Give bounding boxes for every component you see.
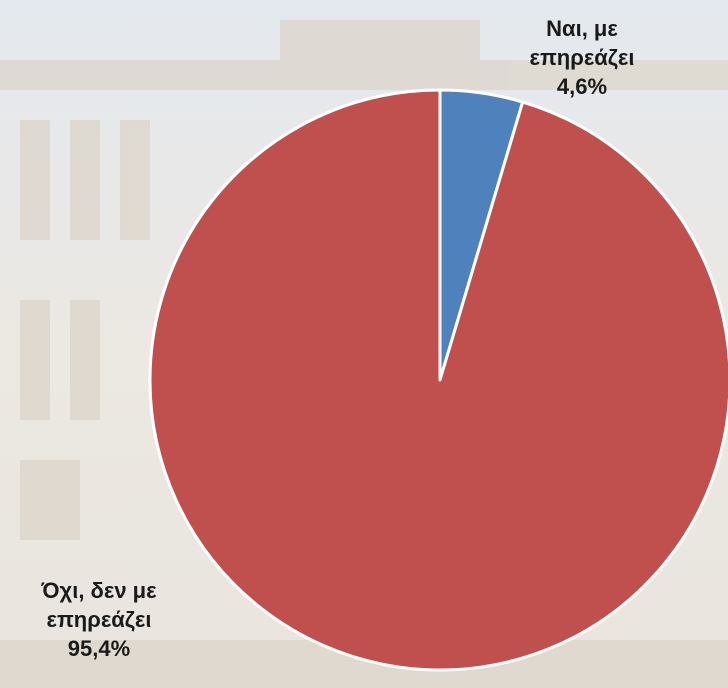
slice-value: 4,6%: [556, 74, 608, 99]
pie-slice: [148, 88, 728, 672]
slice-name: Όχι, δεν με επηρεάζει: [41, 578, 157, 632]
slice-label: Όχι, δεν με επηρεάζει 95,4%: [14, 576, 184, 663]
slice-label: Ναι, με επηρεάζει 4,6%: [497, 14, 667, 101]
slice-name: Ναι, με επηρεάζει: [529, 16, 635, 70]
slice-value: 95,4%: [67, 636, 131, 661]
